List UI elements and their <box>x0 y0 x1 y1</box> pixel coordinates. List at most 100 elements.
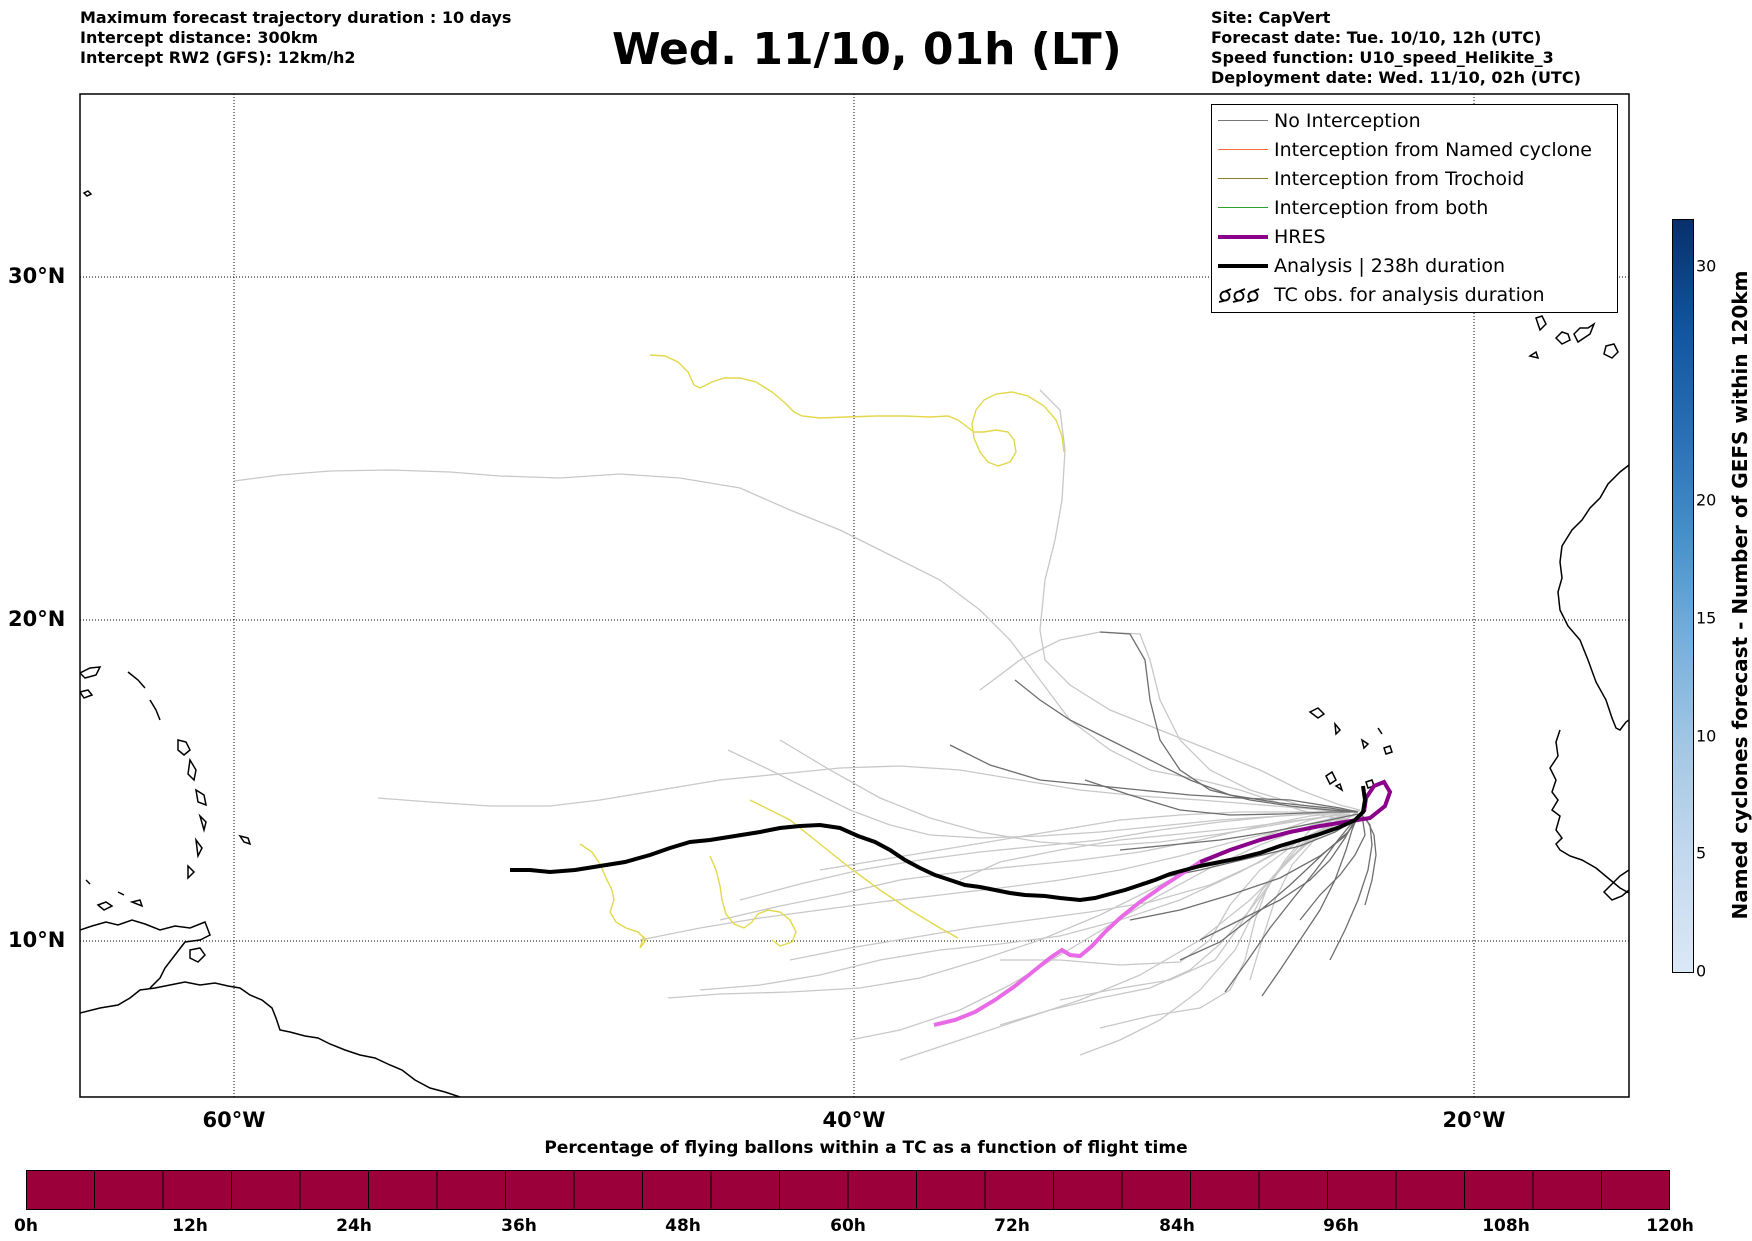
header-right-site: Site: CapVert <box>1211 8 1331 27</box>
legend-swatch-line <box>1218 235 1268 239</box>
hres-trajectory <box>933 860 1202 1027</box>
flight-time-colorbar-ticks <box>94 1170 1602 1210</box>
ensemble-trajectory <box>1099 817 1341 1029</box>
coastline-trinidad <box>189 947 206 963</box>
analysis-trajectory <box>510 785 1368 903</box>
legend-swatch-line <box>1218 120 1268 121</box>
header-right-deployment-date: Deployment date: Wed. 11/10, 02h (UTC) <box>1211 68 1581 87</box>
ensemble-trajectory <box>1039 389 1361 811</box>
lon-label-60w: 60°W <box>202 1108 266 1132</box>
flight-time-tick: 96h <box>1323 1216 1359 1236</box>
legend-label: Interception from Trochoid <box>1274 168 1525 190</box>
flight-time-tick: 24h <box>336 1216 372 1236</box>
ensemble-trajectory <box>639 813 1351 941</box>
coastline-curacao-islands <box>85 879 144 911</box>
legend-swatch-line <box>1218 178 1268 179</box>
named-cyclones-colorbar <box>1672 219 1694 973</box>
legend-swatch-line <box>1218 264 1268 268</box>
legend-label: TC obs. for analysis duration <box>1274 284 1545 306</box>
colorbar-right-tick: 15 <box>1696 608 1717 628</box>
ensemble-trajectory <box>949 744 1359 813</box>
flight-time-tick: 72h <box>994 1216 1030 1236</box>
ensemble-trajectory <box>1084 779 1358 816</box>
trochoid-trajectory <box>709 855 797 947</box>
trochoid-trajectory <box>649 354 1065 467</box>
legend-item-trochoid: Interception from Trochoid <box>1212 168 1617 190</box>
ensemble-trajectory <box>667 811 1351 999</box>
ensemble-trajectory <box>739 811 1346 901</box>
legend-swatch-line <box>1218 149 1268 150</box>
legend-item-analysis: Analysis | 238h duration <box>1212 255 1617 277</box>
lat-label-20n: 20°N <box>8 607 66 631</box>
coastline-cape-verde <box>1308 707 1393 792</box>
header-left: Maximum forecast trajectory duration : 1… <box>80 8 511 68</box>
ensemble-trajectory <box>819 811 1350 871</box>
legend: No Interception Interception from Named … <box>1211 104 1618 313</box>
hres-trajectory-continuation <box>1199 779 1393 864</box>
coastline-venezuela-north <box>80 919 211 989</box>
ensemble-trajectory <box>959 813 1351 881</box>
ensemble-trajectory <box>1119 813 1359 851</box>
flight-time-tick: 12h <box>172 1216 208 1236</box>
colorbar-right-label: Named cyclones forecast - Number of GEFS… <box>1728 270 1752 920</box>
ensemble-trajectory <box>1179 815 1361 961</box>
flight-time-tick: 84h <box>1159 1216 1195 1236</box>
trochoid-trajectories <box>579 354 1065 949</box>
lon-label-40w: 40°W <box>822 1108 886 1132</box>
coastline-greater-antilles <box>80 666 161 721</box>
colorbar-right-tick: 30 <box>1696 256 1717 276</box>
colorbar-right-tick: 0 <box>1696 961 1707 981</box>
ensemble-trajectory <box>1000 817 1346 966</box>
legend-label: Analysis | 238h duration <box>1274 255 1506 277</box>
coastlines <box>80 190 1629 1097</box>
flight-time-tick: 36h <box>501 1216 537 1236</box>
ensemble-trajectory <box>1099 631 1356 813</box>
ensemble-trajectory <box>1364 817 1377 906</box>
trochoid-trajectory <box>749 799 959 939</box>
legend-swatch-line <box>1218 207 1268 208</box>
header-right: Site: CapVert Forecast date: Tue. 10/10,… <box>1211 8 1581 88</box>
legend-item-both: Interception from both <box>1212 197 1617 219</box>
legend-item-tc-obs: TC obs. for analysis duration <box>1212 284 1617 306</box>
lat-label-30n: 30°N <box>8 264 66 288</box>
tc-symbol-icon <box>1218 288 1260 303</box>
flight-time-tick: 0h <box>14 1216 38 1236</box>
legend-label: Interception from Named cyclone <box>1274 139 1592 161</box>
colorbar-right-tick: 10 <box>1696 726 1717 746</box>
header-left-line-1: Maximum forecast trajectory duration : 1… <box>80 8 512 27</box>
ensemble-trajectory <box>899 813 1351 1061</box>
ensemble-trajectory <box>1199 817 1357 941</box>
legend-label: Interception from both <box>1274 197 1489 219</box>
ensemble-trajectory <box>1329 814 1373 961</box>
coastline-west-africa <box>1549 464 1629 901</box>
coastline-bermuda <box>82 190 93 197</box>
legend-item-named-cyclone: Interception from Named cyclone <box>1212 139 1617 161</box>
flight-time-colorbar <box>26 1170 1670 1210</box>
legend-item-no-interception: No Interception <box>1212 110 1617 132</box>
flight-time-tick: 60h <box>830 1216 866 1236</box>
flight-time-tick: 120h <box>1646 1216 1694 1236</box>
page-title: Wed. 11/10, 01h (LT) <box>612 24 1122 75</box>
ensemble-trajectory <box>1261 814 1359 997</box>
ensemble-trajectory <box>789 817 1346 961</box>
header-left-line-3: Intercept RW2 (GFS): 12km/h2 <box>80 48 356 67</box>
legend-label: No Interception <box>1274 110 1421 132</box>
ensemble-trajectory <box>1129 817 1359 921</box>
ensemble-trajectory <box>233 469 1361 821</box>
lat-label-10n: 10°N <box>8 928 66 952</box>
lon-label-20w: 20°W <box>1442 1108 1506 1132</box>
map-frame <box>79 93 1630 1098</box>
coastline-south-america <box>80 981 461 1097</box>
ensemble-trajectory <box>999 817 1346 1026</box>
coastline-lesser-antilles <box>177 739 252 880</box>
legend-label: HRES <box>1274 226 1326 248</box>
ensemble-trajectory <box>1149 817 1359 881</box>
header-left-line-2: Intercept distance: 300km <box>80 28 319 47</box>
header-right-forecast-date: Forecast date: Tue. 10/10, 12h (UTC) <box>1211 28 1542 47</box>
header-right-speed-function: Speed function: U10_speed_Helikite_3 <box>1211 48 1554 67</box>
ensemble-trajectory <box>1299 814 1366 921</box>
colorbar-right-tick: 20 <box>1696 490 1717 510</box>
ensemble-trajectory <box>979 631 1351 813</box>
colorbar-right-tick: 5 <box>1696 843 1707 863</box>
